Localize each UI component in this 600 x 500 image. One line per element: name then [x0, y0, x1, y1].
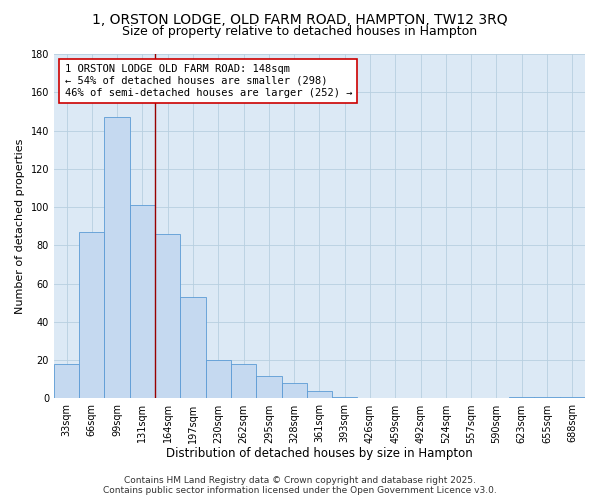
Text: Size of property relative to detached houses in Hampton: Size of property relative to detached ho…: [122, 25, 478, 38]
Text: Contains HM Land Registry data © Crown copyright and database right 2025.
Contai: Contains HM Land Registry data © Crown c…: [103, 476, 497, 495]
Bar: [155, 234, 181, 398]
Text: 1 ORSTON LODGE OLD FARM ROAD: 148sqm
← 54% of detached houses are smaller (298)
: 1 ORSTON LODGE OLD FARM ROAD: 148sqm ← 5…: [65, 64, 352, 98]
Bar: [256, 376, 281, 398]
Y-axis label: Number of detached properties: Number of detached properties: [15, 138, 25, 314]
Bar: [535, 396, 560, 398]
Bar: [332, 396, 358, 398]
X-axis label: Distribution of detached houses by size in Hampton: Distribution of detached houses by size …: [166, 447, 473, 460]
Bar: [181, 297, 206, 398]
Bar: [560, 396, 585, 398]
Bar: [281, 383, 307, 398]
Bar: [104, 117, 130, 398]
Bar: [130, 205, 155, 398]
Bar: [206, 360, 231, 399]
Bar: [231, 364, 256, 398]
Bar: [509, 396, 535, 398]
Bar: [307, 391, 332, 398]
Bar: [79, 232, 104, 398]
Bar: [54, 364, 79, 398]
Text: 1, ORSTON LODGE, OLD FARM ROAD, HAMPTON, TW12 3RQ: 1, ORSTON LODGE, OLD FARM ROAD, HAMPTON,…: [92, 12, 508, 26]
